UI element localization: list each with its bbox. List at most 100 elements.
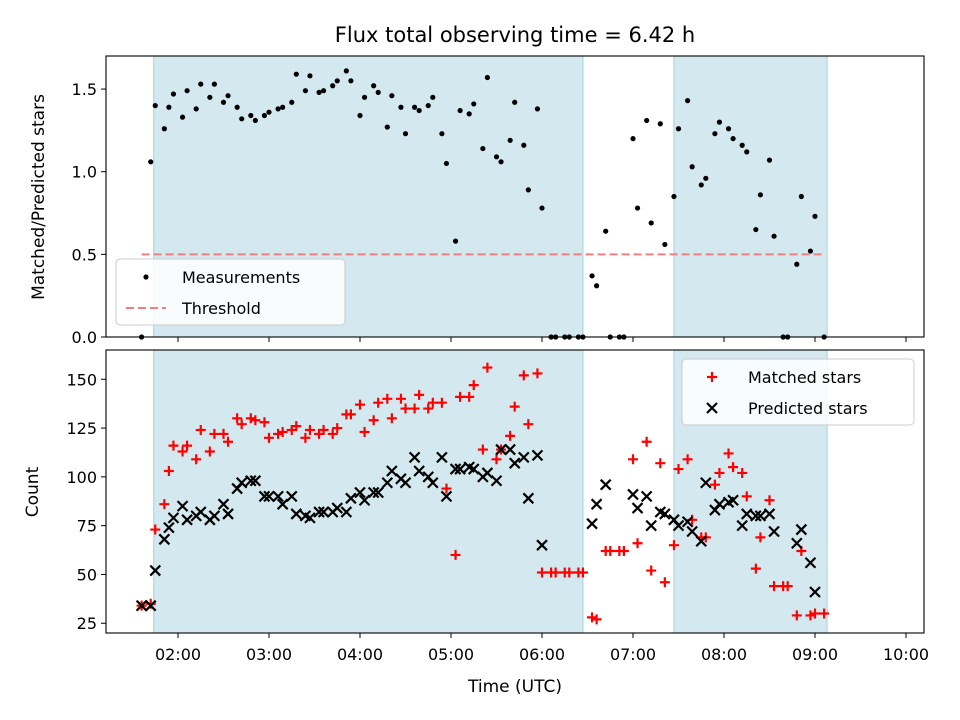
measurement-point bbox=[193, 106, 199, 112]
measurement-point bbox=[425, 102, 431, 109]
matched-stars-point bbox=[468, 380, 479, 391]
legend-box bbox=[681, 358, 915, 426]
matched-stars-point bbox=[605, 546, 616, 557]
predicted-stars-point bbox=[436, 451, 448, 464]
matched-stars-point bbox=[273, 428, 284, 439]
predicted-stars-point bbox=[586, 517, 598, 530]
measurement-point bbox=[430, 94, 436, 100]
predicted-stars-point bbox=[481, 467, 494, 479]
y-tick-label: 0.0 bbox=[72, 328, 97, 347]
matched-stars-point bbox=[741, 491, 752, 502]
predicted-stars-point bbox=[627, 488, 639, 501]
matched-stars-point bbox=[182, 440, 193, 451]
matched-stars-point bbox=[345, 409, 356, 420]
matched-stars-point bbox=[204, 446, 215, 457]
measurement-point bbox=[730, 136, 736, 142]
x-tick-label: 05:00 bbox=[428, 645, 474, 664]
predicted-stars-point bbox=[531, 449, 544, 462]
measurement-point bbox=[321, 88, 327, 94]
measurement-point bbox=[439, 131, 445, 137]
predicted-stars-point bbox=[640, 490, 653, 503]
predicted-stars-point bbox=[135, 599, 148, 612]
matched-stars-point bbox=[150, 524, 161, 535]
predicted-stars-point bbox=[599, 478, 612, 491]
measurement-point bbox=[644, 117, 650, 124]
observing-interval-1 bbox=[673, 56, 828, 337]
matched-stars-point bbox=[423, 403, 434, 414]
y-tick-label: 25 bbox=[77, 614, 97, 633]
measurement-point bbox=[152, 102, 158, 109]
measurement-point bbox=[648, 220, 654, 226]
predicted-stars-point bbox=[713, 498, 726, 510]
chart-title: Flux total observing time = 6.42 h bbox=[335, 23, 695, 47]
measurement-point bbox=[198, 81, 204, 87]
measurement-point bbox=[334, 78, 340, 84]
predicted-stars-point bbox=[490, 474, 503, 487]
predicted-stars-point bbox=[754, 510, 767, 522]
predicted-stars-point bbox=[386, 465, 398, 477]
predicted-stars-point bbox=[427, 476, 439, 489]
measurement-point bbox=[179, 114, 186, 120]
plot-frame bbox=[105, 55, 925, 338]
predicted-stars-point bbox=[381, 476, 394, 489]
predicted-stars-point bbox=[454, 463, 466, 475]
measurement-point bbox=[594, 283, 600, 289]
predicted-stars-point bbox=[672, 519, 685, 532]
predicted-stars-point bbox=[317, 506, 330, 518]
predicted-stars-point bbox=[167, 512, 180, 524]
predicted-stars-point bbox=[727, 494, 739, 507]
predicted-stars-point bbox=[149, 564, 162, 577]
predicted-stars-point bbox=[467, 463, 480, 475]
measurement-point bbox=[316, 89, 322, 95]
measurement-point bbox=[466, 111, 472, 117]
matched-stars-point bbox=[318, 425, 329, 436]
matched-stars-point bbox=[628, 454, 638, 465]
measurement-point bbox=[525, 187, 531, 193]
measurement-point bbox=[712, 131, 718, 137]
measurement-point bbox=[166, 104, 172, 110]
matched-stars-point bbox=[455, 391, 466, 402]
matched-stars-point bbox=[368, 415, 379, 426]
measurement-point bbox=[161, 126, 167, 132]
matched-stars-point bbox=[523, 419, 534, 430]
panel-1: 25 50 75 100 125 150 02:00 03:00 04:00 05:00 06:00… bbox=[66, 349, 929, 664]
matched-stars-point bbox=[427, 397, 438, 408]
legend-label: Matched stars bbox=[748, 368, 861, 387]
matched-stars-point bbox=[250, 415, 261, 426]
predicted-stars-point bbox=[372, 486, 384, 499]
matched-stars-point bbox=[714, 467, 725, 478]
measurement-point bbox=[239, 116, 245, 122]
measurement-point bbox=[703, 175, 709, 181]
predicted-stars-point bbox=[631, 502, 644, 514]
matched-stars-point bbox=[163, 466, 174, 477]
predicted-stars-point bbox=[208, 510, 221, 522]
legend-label: Measurements bbox=[182, 268, 300, 287]
legend-plus-marker bbox=[707, 372, 717, 382]
measurement-point bbox=[289, 99, 295, 105]
predicted-stars-point bbox=[659, 508, 671, 520]
measurement-point bbox=[757, 192, 764, 198]
bottom-y-axis-label: Count bbox=[23, 466, 43, 517]
predicted-stars-point bbox=[313, 506, 325, 518]
predicted-stars-point bbox=[645, 519, 657, 532]
matched-stars-point bbox=[477, 444, 488, 455]
measurement-point bbox=[589, 273, 595, 279]
matched-stars-point bbox=[218, 428, 229, 439]
x-tick-label: 06:00 bbox=[519, 645, 565, 664]
predicted-stars-point bbox=[495, 443, 507, 456]
predicted-stars-point bbox=[194, 506, 207, 518]
measurement-point bbox=[812, 213, 818, 219]
measurement-point bbox=[361, 94, 368, 100]
predicted-stars-point bbox=[272, 490, 284, 503]
x-tick-label: 02:00 bbox=[155, 645, 201, 664]
matched-stars-point bbox=[355, 399, 365, 410]
predicted-stars-point bbox=[304, 512, 316, 524]
predicted-stars-point bbox=[518, 451, 530, 464]
measurement-point bbox=[266, 109, 272, 115]
predicted-stars-point bbox=[809, 586, 821, 598]
measurement-point bbox=[211, 81, 217, 87]
predicted-stars-point bbox=[740, 508, 753, 520]
measurement-point bbox=[252, 117, 258, 124]
legend: Matched stars Predicted stars bbox=[681, 358, 915, 426]
measurement-point bbox=[343, 68, 349, 74]
